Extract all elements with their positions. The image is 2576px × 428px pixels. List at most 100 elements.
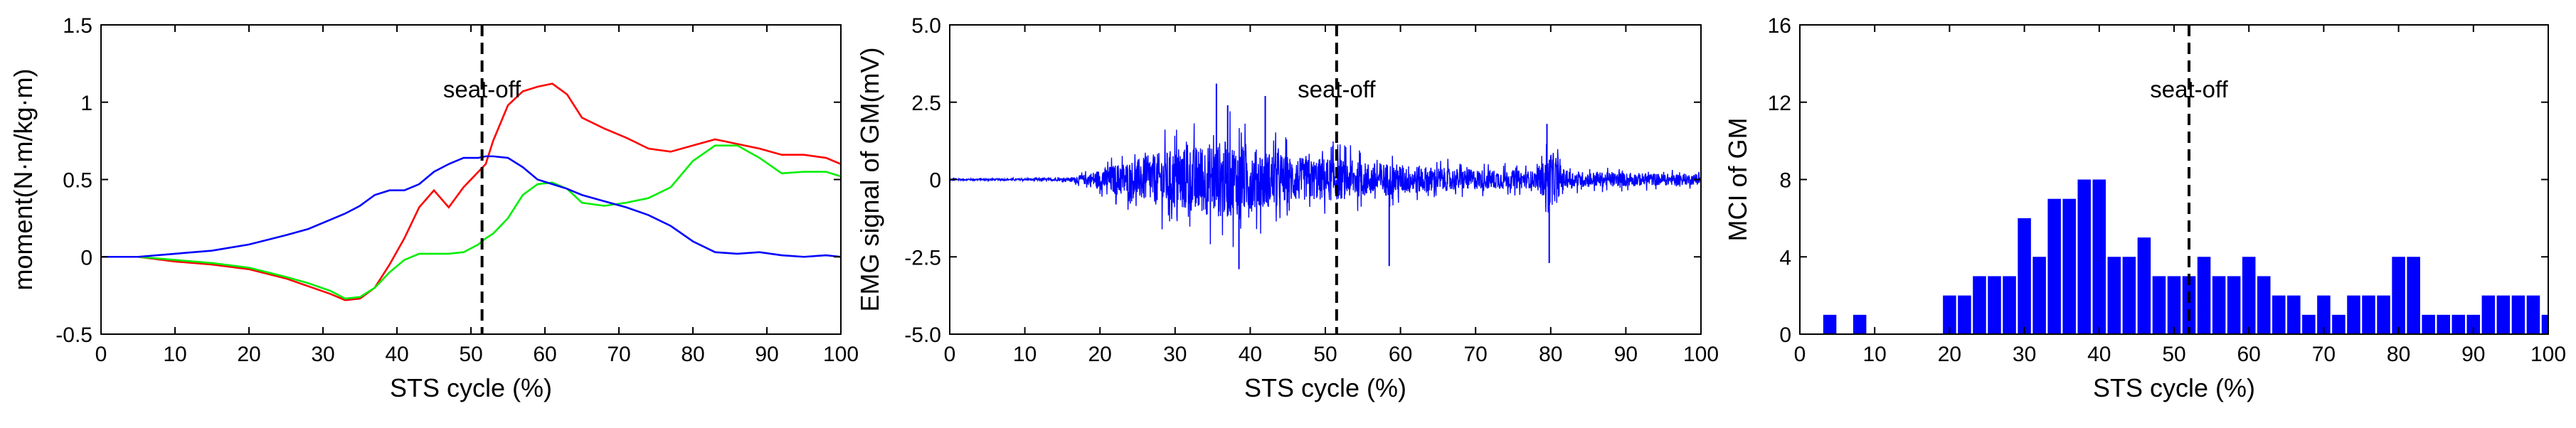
- x-tick-label: 30: [1163, 343, 1187, 366]
- x-tick-label: 30: [311, 343, 334, 366]
- x-tick-label: 70: [2312, 343, 2336, 366]
- y-tick-label: 2.5: [911, 92, 941, 115]
- mci-panel: seat-off 0 10 20 30 40 50 60 70 80 90 100 0 4 8 12 16 STS…: [1723, 14, 2566, 402]
- bar: [2182, 276, 2196, 334]
- x-tick-label: 50: [1313, 343, 1337, 366]
- x-axis-label: STS cycle (%): [1244, 373, 1406, 402]
- bar: [2422, 314, 2435, 334]
- bar: [2122, 257, 2136, 334]
- seat-off-label: seat-off: [1298, 76, 1376, 102]
- y-tick-label: 1.5: [63, 14, 92, 38]
- x-tick-label: 90: [2461, 343, 2485, 366]
- x-axis-label: STS cycle (%): [2093, 373, 2255, 402]
- bar: [1853, 314, 1867, 334]
- bar: [2481, 295, 2496, 334]
- bar: [2526, 295, 2540, 334]
- y-tick-label: 16: [1768, 14, 1791, 38]
- series-line-green: [101, 144, 841, 300]
- bar: [2272, 295, 2286, 334]
- bar: [2496, 295, 2511, 334]
- x-tick-label: 0: [95, 343, 107, 366]
- bar: [2302, 314, 2316, 334]
- bar: [1988, 276, 2001, 334]
- y-tick-label: -2.5: [904, 246, 941, 269]
- plot-area: [1823, 179, 2548, 334]
- bar: [2466, 314, 2481, 334]
- x-tick-label: 30: [2013, 343, 2036, 366]
- y-tick-label: 0: [929, 169, 941, 193]
- bar: [2197, 257, 2211, 334]
- bar: [2407, 257, 2420, 334]
- x-tick-label: 20: [1088, 343, 1112, 366]
- bar: [2257, 276, 2271, 334]
- bar: [2332, 314, 2346, 334]
- bar: [2347, 295, 2360, 334]
- x-axis-label: STS cycle (%): [390, 373, 552, 402]
- bar: [2152, 276, 2166, 334]
- bar: [2032, 257, 2046, 334]
- emg-trace: [950, 111, 1701, 247]
- x-tick-label: 20: [237, 343, 260, 366]
- x-tick-label: 50: [459, 343, 482, 366]
- bar: [2018, 218, 2031, 334]
- y-tick-label: -5.0: [904, 323, 941, 347]
- bar: [2107, 257, 2121, 334]
- x-tick-label: 90: [755, 343, 778, 366]
- x-tick-label: 60: [533, 343, 556, 366]
- x-tick-label: 40: [385, 343, 408, 366]
- y-tick-label: 8: [1779, 169, 1791, 193]
- x-tick-label: 70: [1464, 343, 1488, 366]
- y-tick-label: 0: [1779, 323, 1791, 347]
- bar: [1943, 295, 1956, 334]
- bar: [1973, 276, 1986, 334]
- bar: [1958, 295, 1971, 334]
- x-tick-label: 50: [2162, 343, 2185, 366]
- x-tick-label: 60: [2237, 343, 2261, 366]
- x-tick-label: 10: [163, 343, 186, 366]
- x-tick-label: 20: [1938, 343, 1961, 366]
- x-tick-label: 80: [681, 343, 704, 366]
- x-tick-label: 10: [1013, 343, 1037, 366]
- y-tick-label: 0.5: [63, 169, 92, 193]
- series-line-blue: [101, 155, 841, 258]
- bar: [2287, 295, 2301, 334]
- x-tick-label: 40: [1239, 343, 1262, 366]
- bar: [2047, 198, 2061, 334]
- emg-panel: seat-off 0 10 20 30 40 50 60 70 80 90 100 -5.0 -2.5 0 2…: [855, 14, 1719, 402]
- x-tick-label: 10: [1863, 343, 1887, 366]
- bar: [1823, 314, 1837, 334]
- y-axis-label: MCI of GM: [1723, 117, 1752, 241]
- x-tick-label: 70: [607, 343, 630, 366]
- x-tick-label: 100: [1683, 343, 1719, 366]
- bar: [2062, 198, 2076, 334]
- seat-off-label: seat-off: [443, 76, 521, 102]
- x-tick-label: 60: [1389, 343, 1412, 366]
- bar: [2003, 276, 2016, 334]
- y-axis-label: EMG signal of GM(mV): [855, 47, 884, 311]
- bar: [2227, 276, 2241, 334]
- y-axis-label: moment(N·m/kg·m): [9, 69, 38, 291]
- x-tick-label: 0: [1794, 343, 1806, 366]
- x-tick-label: 90: [1614, 343, 1638, 366]
- x-tick-label: 100: [2530, 343, 2566, 366]
- x-tick-label: 0: [944, 343, 956, 366]
- x-tick-label: 100: [823, 343, 859, 366]
- bar: [2167, 276, 2181, 334]
- bar: [2077, 179, 2092, 334]
- plot-area: [950, 83, 1701, 269]
- bar: [2242, 257, 2256, 334]
- bar: [2452, 314, 2466, 334]
- y-tick-label: 5.0: [911, 14, 941, 38]
- bar: [2437, 314, 2450, 334]
- bar: [2377, 295, 2390, 334]
- y-tick-label: 0: [80, 246, 92, 269]
- bar: [2092, 179, 2106, 334]
- bar: [2137, 237, 2151, 334]
- y-tick-label: 1: [80, 92, 92, 115]
- seat-off-label: seat-off: [2150, 76, 2228, 102]
- bar: [2317, 295, 2331, 334]
- x-tick-label: 80: [1539, 343, 1562, 366]
- bar: [2541, 314, 2548, 334]
